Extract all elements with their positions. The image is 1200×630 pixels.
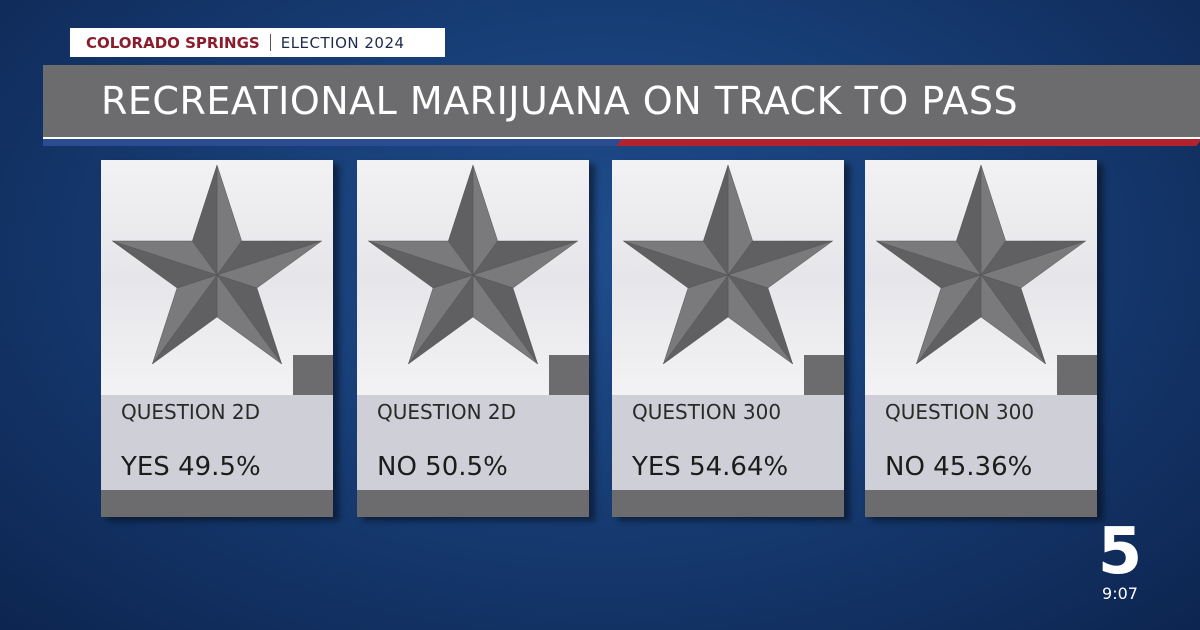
star-facet — [703, 164, 729, 276]
stripe — [43, 137, 633, 146]
title: RECREATIONAL MARIJUANA ON TRACK TO PASS — [101, 79, 1019, 123]
corner-block — [549, 355, 589, 395]
star — [623, 164, 833, 365]
result: NO 50.5% — [377, 452, 508, 482]
card-panel — [101, 395, 333, 490]
card-image — [865, 160, 1097, 395]
question: QUESTION 2D — [121, 400, 261, 424]
question: QUESTION 2D — [377, 400, 517, 424]
result-card: QUESTION 2D YES 49.5% — [101, 160, 333, 517]
card-image — [357, 160, 589, 395]
star — [368, 164, 578, 365]
result-card: QUESTION 300 YES 54.64% — [612, 160, 844, 517]
corner-block — [804, 355, 844, 395]
result: NO 45.36% — [885, 452, 1033, 482]
question: QUESTION 300 — [632, 400, 782, 424]
star — [112, 164, 322, 365]
star-facet — [192, 164, 218, 276]
card-footer — [101, 490, 333, 517]
card-panel — [357, 395, 589, 490]
result: YES 49.5% — [121, 452, 261, 482]
card-footer — [612, 490, 844, 517]
corner-block — [293, 355, 333, 395]
event: ELECTION 2024 — [280, 33, 405, 52]
question: QUESTION 300 — [885, 400, 1035, 424]
card-footer — [865, 490, 1097, 517]
clock: 9:07 — [1102, 584, 1138, 603]
star-facet — [448, 164, 474, 276]
card-image — [101, 160, 333, 395]
card-panel — [865, 395, 1097, 490]
logo-mark: 5 — [1097, 515, 1143, 589]
corner-block — [1057, 355, 1097, 395]
logo: 5 9:07 — [1075, 520, 1165, 603]
result: YES 54.64% — [632, 452, 789, 482]
star — [876, 164, 1086, 365]
card-panel — [612, 395, 844, 490]
title-bar: RECREATIONAL MARIJUANA ON TRACK TO PASS — [43, 65, 1200, 137]
result-card: QUESTION 2D NO 50.5% — [357, 160, 589, 517]
location: COLORADO SPRINGS — [86, 33, 260, 52]
result-card: QUESTION 300 NO 45.36% — [865, 160, 1097, 517]
location-tag: COLORADO SPRINGS ELECTION 2024 — [70, 28, 445, 57]
stripe — [616, 137, 1200, 146]
star-facet — [956, 164, 982, 276]
card-footer — [357, 490, 589, 517]
separator — [269, 34, 271, 51]
